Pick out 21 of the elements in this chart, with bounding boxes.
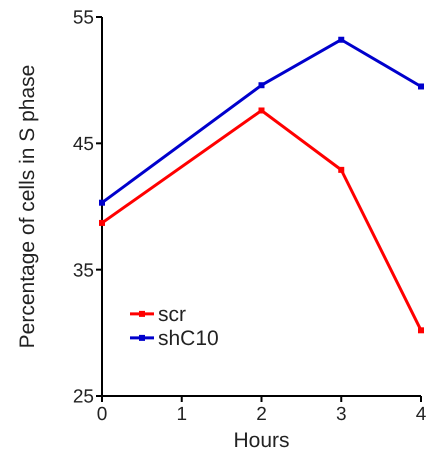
point (418, 83, 424, 90)
point (258, 82, 264, 88)
x-tick-label: 3 (336, 404, 347, 425)
point (338, 36, 344, 43)
y-tick-label: 35 (72, 260, 94, 282)
legend-label: shC10 (158, 327, 219, 350)
x-tick-label: 1 (176, 404, 188, 425)
point (99, 200, 105, 206)
y-tick-label: 45 (72, 134, 94, 155)
legend-label: scr (158, 303, 186, 326)
y-tick-label: 55 (72, 8, 94, 29)
y-tick-label: 25 (72, 386, 94, 408)
point (99, 220, 105, 226)
x-tick-label: 4 (416, 404, 427, 425)
point (338, 166, 344, 173)
x-axis-title: Hours (233, 429, 290, 452)
point (258, 107, 264, 114)
y-axis-title: Percentage of cells in S phase (16, 64, 39, 348)
x-tick-label: 0 (96, 404, 108, 425)
point (418, 327, 424, 334)
x-tick-label: 2 (256, 404, 267, 425)
